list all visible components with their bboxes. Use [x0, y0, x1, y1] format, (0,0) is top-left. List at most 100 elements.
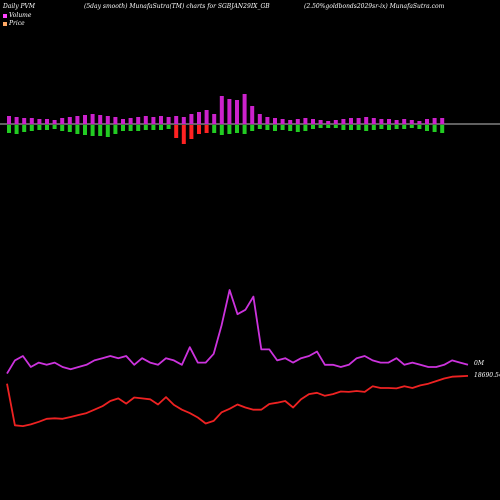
volume-bar-down: [166, 125, 171, 129]
volume-bar-up: [98, 115, 103, 124]
volume-bar-up: [273, 118, 277, 124]
volume-bar-down: [136, 125, 141, 131]
volume-bar-down: [341, 125, 346, 130]
legend-swatch-volume: [3, 13, 7, 18]
volume-bar-up: [326, 121, 331, 124]
volume-bar-down: [227, 125, 232, 134]
volume-bar-up: [189, 114, 194, 124]
volume-bar-down: [402, 125, 407, 129]
volume-bar-down: [90, 125, 95, 136]
volume-bar-up: [364, 117, 369, 124]
volume-bar-down: [212, 125, 217, 133]
volume-bar-down: [75, 125, 80, 134]
volume-bar-down: [242, 125, 247, 134]
volume-bar-up: [425, 119, 429, 124]
volume-bar-down: [371, 125, 376, 130]
volume-bar-up: [257, 114, 262, 124]
volume-bar-up: [159, 116, 163, 124]
volume-bar-down: [174, 125, 179, 138]
volume-bar-down: [105, 125, 110, 137]
volume-bar-up: [90, 114, 95, 124]
volume-bar-down: [14, 125, 19, 134]
volume-bar-up: [212, 114, 217, 124]
volume-bar-down: [67, 125, 72, 132]
volume-bar-down: [394, 125, 399, 129]
volume-bar-up: [250, 106, 255, 124]
volume-bar-up: [333, 120, 338, 124]
volume-bar-down: [235, 125, 239, 133]
volume-bar-up: [432, 118, 437, 124]
volume-bar-down: [128, 125, 133, 131]
volume-bar-down: [83, 125, 87, 135]
volume-bar-up: [379, 119, 384, 124]
volume-bar-down: [387, 125, 391, 130]
volume-bar-down: [7, 125, 11, 133]
volume-bar-up: [280, 119, 285, 124]
volume-bar-up: [318, 120, 323, 124]
volume-bar-down: [364, 125, 369, 131]
volume-bar-up: [197, 112, 201, 124]
volume-bar-down: [197, 125, 201, 134]
volume-bar-down: [52, 125, 57, 129]
volume-bar-down: [29, 125, 34, 131]
price-line: [6, 375, 469, 428]
volume-bar-up: [387, 119, 391, 124]
volume-bar-down: [189, 125, 194, 139]
legend-label-volume: Volume: [9, 12, 32, 19]
volume-bar-down: [288, 125, 293, 131]
volume-bar-up: [29, 118, 34, 124]
volume-bar-down: [250, 125, 255, 131]
chart-type-label: Daily PVM: [3, 3, 36, 10]
volume-bar-up: [235, 100, 239, 124]
volume-bar-down: [60, 125, 65, 131]
volume-bar-up: [45, 119, 49, 124]
volume-bar-down: [219, 125, 224, 135]
volume-bar-up: [371, 118, 376, 124]
volume-line: [6, 289, 469, 375]
volume-bar-down: [440, 125, 445, 133]
volume-bar-up: [37, 119, 42, 124]
price-end-label: 18690.54: [474, 372, 500, 379]
volume-bar-down: [37, 125, 42, 130]
volume-bar-down: [121, 125, 125, 131]
volume-bar-down: [204, 125, 209, 133]
volume-bar-down: [181, 125, 186, 144]
volume-bar-up: [295, 119, 300, 124]
volume-bar-up: [349, 118, 353, 124]
volume-bar-down: [273, 125, 277, 131]
chart-source: (2.50%goldbonds2029sr-ix) MunafaSutra.co…: [304, 3, 445, 10]
volume-bar-up: [402, 119, 407, 124]
chart-title: (5day smooth) MunafaSutra(TM) charts for…: [84, 3, 270, 10]
volume-bar-up: [136, 117, 141, 124]
volume-bar-down: [425, 125, 429, 131]
volume-bar-down: [379, 125, 384, 129]
volume-bar-up: [105, 116, 110, 124]
volume-bar-down: [326, 125, 331, 128]
volume-bar-up: [14, 117, 19, 124]
volume-bar-up: [204, 110, 209, 124]
volume-bar-up: [341, 119, 346, 124]
volume-bar-down: [333, 125, 338, 128]
volume-bar-down: [45, 125, 49, 130]
volume-bar-up: [417, 121, 422, 124]
volume-bar-down: [356, 125, 361, 130]
volume-bar-down: [280, 125, 285, 130]
volume-bar-down: [151, 125, 156, 130]
legend-swatch-price: [3, 21, 7, 26]
volume-bar-up: [356, 118, 361, 124]
volume-bar-up: [52, 120, 57, 124]
volume-bar-down: [257, 125, 262, 129]
volume-bar-down: [417, 125, 422, 129]
volume-bar-down: [311, 125, 315, 129]
volume-bar-up: [128, 118, 133, 124]
volume-bar-up: [83, 115, 87, 124]
volume-bar-down: [295, 125, 300, 132]
volume-bar-up: [265, 117, 270, 124]
volume-bar-down: [432, 125, 437, 132]
volume-bar-up: [75, 116, 80, 124]
volume-bar-down: [349, 125, 353, 130]
volume-bar-up: [311, 119, 315, 124]
legend-item-price: Price: [3, 20, 25, 27]
volume-bar-down: [265, 125, 270, 130]
volume-bar-up: [166, 117, 171, 124]
